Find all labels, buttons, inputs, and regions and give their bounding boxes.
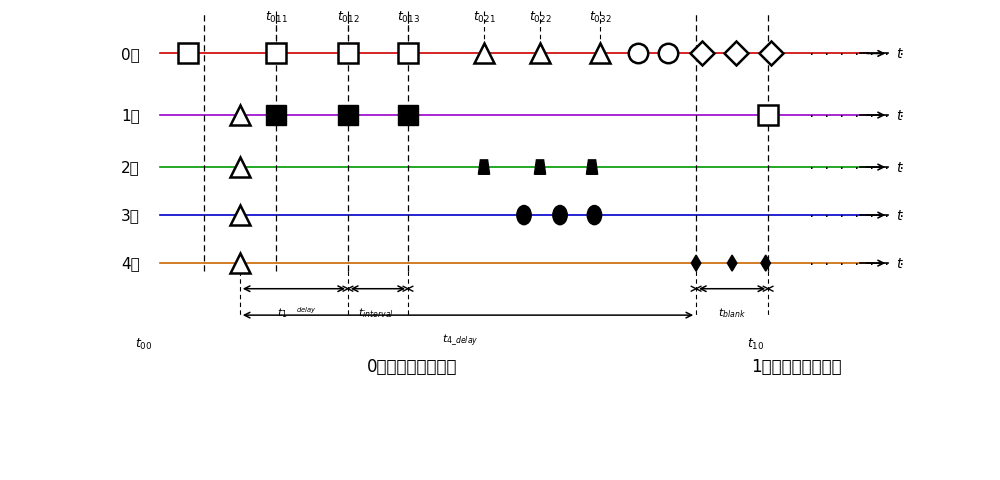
Text: $t$: $t$	[896, 109, 904, 123]
Text: · · · · · · ·: · · · · · · ·	[808, 209, 906, 222]
Polygon shape	[478, 160, 490, 175]
Text: · · · · · · ·: · · · · · · ·	[808, 109, 906, 122]
Text: · · · · · · ·: · · · · · · ·	[808, 161, 906, 174]
Text: 1号: 1号	[121, 108, 140, 123]
Text: · · · · · · ·: · · · · · · ·	[808, 48, 906, 61]
Text: $_{ delay}$: $_{ delay}$	[290, 305, 317, 315]
Text: 4号: 4号	[121, 256, 140, 271]
Text: $t_{4\_delay}$: $t_{4\_delay}$	[442, 332, 478, 347]
Text: 0号为请求测距节点: 0号为请求测距节点	[367, 357, 457, 375]
Polygon shape	[691, 255, 701, 272]
Text: $t_{10}$: $t_{10}$	[747, 336, 765, 351]
Text: $t_{00}$: $t_{00}$	[135, 336, 153, 351]
Text: 0号: 0号	[121, 47, 140, 62]
Text: $t_{013}$: $t_{013}$	[397, 10, 419, 24]
Polygon shape	[586, 160, 598, 175]
Text: $t_{022}$: $t_{022}$	[529, 10, 551, 24]
Text: $t_{021}$: $t_{021}$	[473, 10, 495, 24]
Ellipse shape	[553, 206, 567, 225]
Text: $t_{012}$: $t_{012}$	[337, 10, 359, 24]
Text: $t_1$: $t_1$	[277, 305, 288, 319]
Polygon shape	[727, 255, 737, 272]
Text: $t_{blank}$: $t_{blank}$	[718, 305, 746, 319]
Text: 3号: 3号	[121, 208, 140, 223]
Polygon shape	[761, 255, 771, 272]
Text: $t$: $t$	[896, 209, 904, 223]
Text: $t_{032}$: $t_{032}$	[589, 10, 611, 24]
Text: $t$: $t$	[896, 257, 904, 271]
Text: $t$: $t$	[896, 48, 904, 61]
Text: 1号为请求测距节点: 1号为请求测距节点	[751, 357, 841, 375]
Text: · · · · · · ·: · · · · · · ·	[808, 257, 906, 270]
Text: $t_{interval}$: $t_{interval}$	[358, 305, 394, 319]
Text: $t$: $t$	[896, 161, 904, 175]
Ellipse shape	[517, 206, 531, 225]
Text: $t_{011}$: $t_{011}$	[265, 10, 287, 24]
Ellipse shape	[587, 206, 602, 225]
Text: 2号: 2号	[121, 160, 140, 175]
Polygon shape	[534, 160, 546, 175]
